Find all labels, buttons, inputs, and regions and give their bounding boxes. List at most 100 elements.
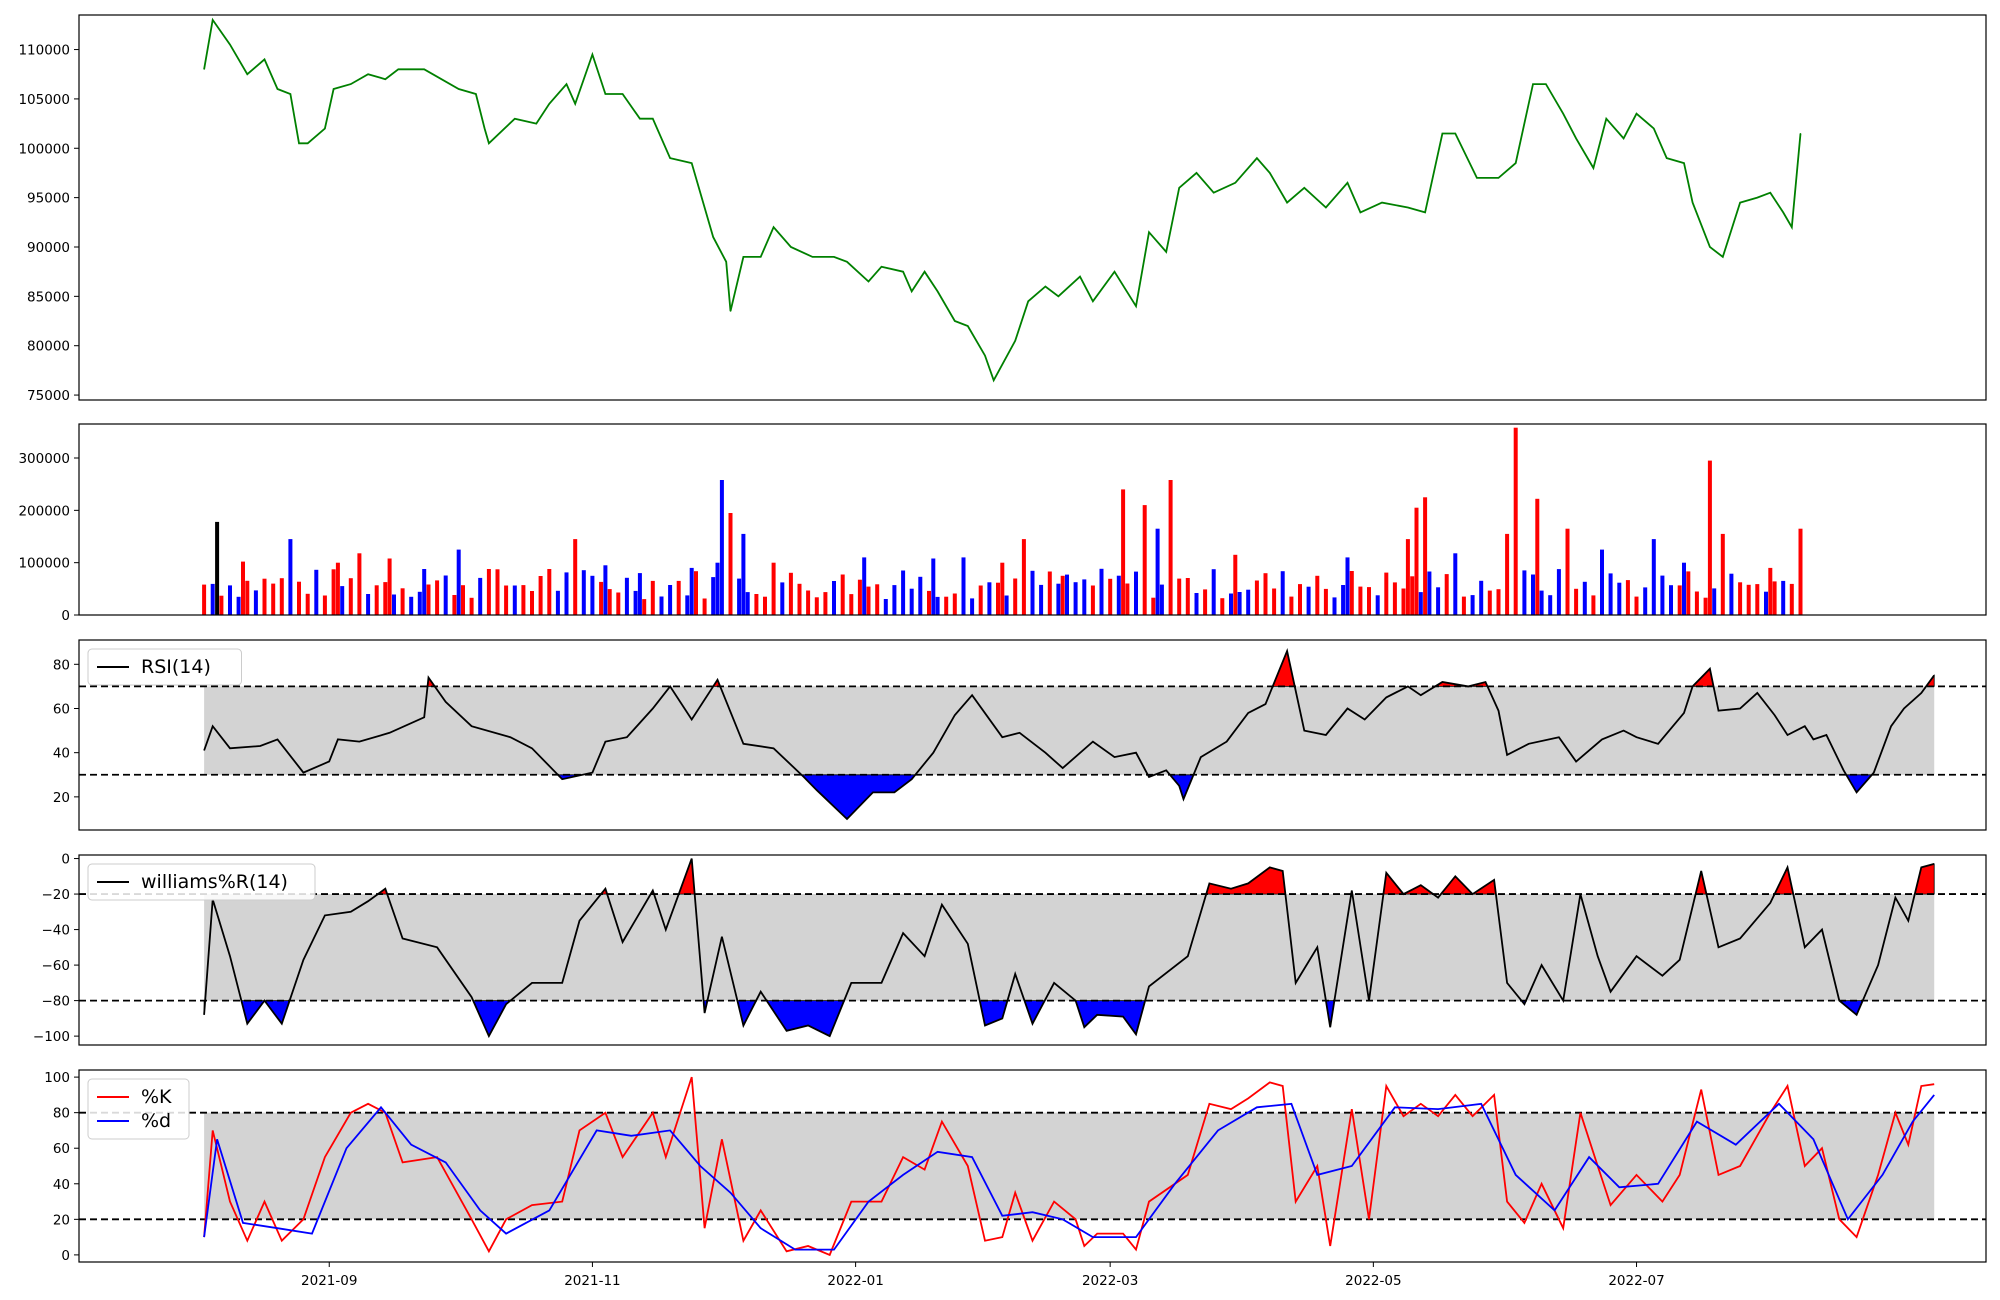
volume-bar (1634, 596, 1639, 615)
price-point (652, 118, 654, 120)
price-point (967, 325, 969, 327)
price-point (307, 142, 309, 144)
volume-bar (590, 575, 595, 615)
price-point (484, 128, 486, 129)
price-point (1027, 300, 1029, 302)
price-point (384, 78, 386, 80)
volume-bar (1591, 595, 1596, 615)
volume-bar (883, 599, 888, 615)
volume-bar (253, 590, 258, 615)
volume-bar (823, 592, 828, 615)
volume-bar (228, 585, 232, 615)
volume-bar (797, 583, 802, 615)
volume-bar (702, 598, 707, 615)
volume-bar (245, 580, 250, 615)
price-point (324, 128, 326, 129)
price-point (1476, 177, 1478, 179)
price-point (1575, 137, 1577, 139)
stochastic-d-line (203, 1094, 1935, 1251)
volume-bar (741, 533, 746, 615)
price-axis: 75000 80000 85000 90000 95000 100000 105000 110… (18, 43, 79, 404)
x-tick-label: 2021-11 (564, 1273, 620, 1289)
price-point (1636, 113, 1637, 115)
legend-box (87, 863, 316, 901)
price-point (924, 271, 926, 273)
x-tick-label: 2022-05 (1345, 1273, 1401, 1289)
volume-bar (1703, 597, 1708, 615)
price-point (591, 54, 593, 55)
volume-bar (737, 578, 742, 615)
price-point (1057, 295, 1059, 297)
volume-bar (1423, 497, 1428, 615)
volume-bar (1237, 592, 1242, 615)
price-point (423, 68, 425, 70)
volume-bar (340, 586, 345, 615)
volume-bar (1263, 573, 1268, 615)
price-point (1196, 172, 1197, 174)
volume-bar (495, 569, 500, 615)
volume-bar (1345, 557, 1350, 615)
volume-bar (1764, 591, 1768, 615)
volume-bar (1323, 588, 1328, 615)
volume-bar (1582, 581, 1587, 615)
volume-bar (241, 561, 245, 615)
volume-bar (1004, 595, 1009, 615)
price-point (833, 256, 835, 258)
volume-bar (1513, 427, 1518, 615)
volume-bar (1203, 589, 1208, 615)
price-point (1114, 271, 1115, 273)
volume-bar (1608, 573, 1613, 615)
volume-bar (1349, 571, 1354, 615)
price-point (730, 310, 731, 312)
price-point (298, 142, 300, 144)
volume-bar (1487, 590, 1492, 615)
volume-panel-frame (78, 423, 1987, 616)
y-tick-label: 105000 (18, 92, 70, 108)
volume-bar (1686, 571, 1691, 615)
volume-bar (1729, 573, 1734, 615)
volume-bar (676, 580, 681, 615)
price-point (760, 256, 762, 258)
volume-bar (1142, 505, 1147, 615)
volume-bar (1039, 584, 1044, 615)
stochastic-band (204, 1112, 1935, 1220)
volume-bar (1746, 584, 1751, 615)
price-point (1407, 207, 1409, 208)
volume-bar (1177, 578, 1182, 615)
volume-bar (650, 580, 655, 615)
y-tick-label: 80000 (27, 339, 70, 355)
williams-oversold-fill (1075, 1000, 1146, 1036)
volume-bar (659, 596, 664, 615)
volume-bar (1651, 539, 1656, 615)
price-point (622, 93, 624, 95)
y-tick-label: 90000 (27, 240, 70, 256)
volume-bar (668, 585, 673, 615)
price-point (289, 93, 291, 95)
volume-bar (754, 594, 759, 615)
volume-bar (1392, 582, 1397, 615)
volume-bar (297, 581, 301, 615)
volume-bar (711, 577, 716, 615)
volume-bar (832, 581, 836, 615)
volume-bar (1522, 570, 1527, 615)
volume-bar (1194, 593, 1199, 615)
stochastic-legend: %K%d (87, 1078, 190, 1140)
price-point (868, 281, 869, 282)
volume-bar (1159, 584, 1164, 615)
volume-bar (927, 590, 931, 615)
volume-bar (1755, 584, 1760, 615)
price-point (397, 68, 399, 70)
volume-bar (866, 586, 871, 615)
volume-bar (1272, 588, 1277, 615)
volume-bar (443, 575, 448, 615)
volume-bar (1682, 562, 1686, 615)
volume-bar (637, 573, 642, 615)
x-tick-label: 2022-07 (1608, 1273, 1664, 1289)
volume-bar (1358, 586, 1363, 615)
price-point (1545, 83, 1547, 85)
price-point (264, 58, 265, 60)
volume-bar (780, 582, 785, 615)
volume-bar (1155, 528, 1160, 615)
volume-bar (1418, 592, 1423, 615)
